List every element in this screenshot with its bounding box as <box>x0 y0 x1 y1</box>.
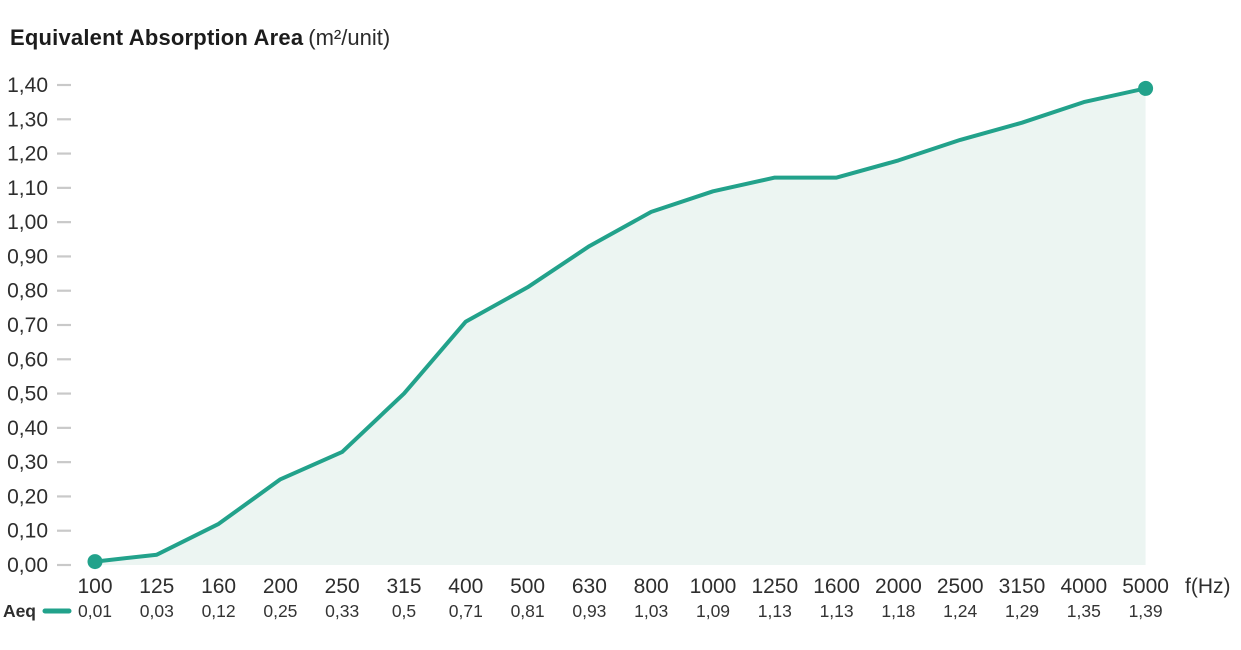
x-tick-label: 4000 <box>1060 575 1107 598</box>
x-axis-unit-label: f(Hz) <box>1185 575 1231 598</box>
x-tick-label: 400 <box>448 575 483 598</box>
aeq-value-label: 0,03 <box>140 601 174 621</box>
aeq-value-row: 0,01 0,03 0,12 0,25 0,33 0,5 0,71 0,81 0,93 1,03 1… <box>78 601 1163 621</box>
y-tick-label: 0,40 <box>7 417 48 440</box>
y-tick-label: 1,40 <box>7 74 48 97</box>
chart-title-text: Equivalent Absorption Area <box>10 25 304 50</box>
aeq-value-label: 0,93 <box>572 601 606 621</box>
x-axis: 100 125 160 200 250 315 400 500 630 800 1000 1250 16… <box>77 575 1230 598</box>
y-tick-label: 1,20 <box>7 143 48 166</box>
x-tick-label: 500 <box>510 575 545 598</box>
x-tick-label: 800 <box>634 575 669 598</box>
aeq-value-label: 0,01 <box>78 601 112 621</box>
chart-title-unit: (m²/unit) <box>308 25 391 50</box>
y-tick-label: 0,50 <box>7 383 48 406</box>
y-tick-label: 1,10 <box>7 177 48 200</box>
x-tick-label: 630 <box>572 575 607 598</box>
aeq-value-label: 1,03 <box>634 601 668 621</box>
y-tick-label: 0,70 <box>7 314 48 337</box>
aeq-value-label: 0,12 <box>202 601 236 621</box>
x-tick-label: 250 <box>325 575 360 598</box>
aeq-value-label: 1,18 <box>881 601 915 621</box>
y-tick-label: 0,80 <box>7 280 48 303</box>
aeq-value-label: 0,33 <box>325 601 359 621</box>
y-tick-label: 0,00 <box>7 554 48 577</box>
area-fill <box>95 88 1146 566</box>
aeq-value-label: 1,29 <box>1005 601 1039 621</box>
y-tick-label: 0,20 <box>7 485 48 508</box>
y-axis: 0,00 0,10 0,20 0,30 0,40 0,50 0,60 0,70 0,80 0,90… <box>7 74 71 577</box>
aeq-value-label: 1,24 <box>943 601 977 621</box>
x-tick-label: 2000 <box>875 575 922 598</box>
data-point-start <box>87 554 103 570</box>
x-tick-label: 200 <box>263 575 298 598</box>
x-tick-label: 2500 <box>937 575 984 598</box>
aeq-value-label: 1,35 <box>1067 601 1101 621</box>
y-tick-label: 0,60 <box>7 348 48 371</box>
x-tick-label: 3150 <box>999 575 1046 598</box>
aeq-value-label: 0,81 <box>511 601 545 621</box>
x-tick-label: 100 <box>77 575 112 598</box>
aeq-value-label: 0,71 <box>449 601 483 621</box>
legend: Aeq <box>3 601 72 621</box>
y-tick-label: 0,90 <box>7 245 48 268</box>
x-tick-label: 1250 <box>751 575 798 598</box>
x-tick-label: 315 <box>386 575 421 598</box>
x-tick-label: 160 <box>201 575 236 598</box>
y-tick-label: 1,30 <box>7 108 48 131</box>
chart-title: Equivalent Absorption Area (m²/unit) <box>10 25 391 50</box>
x-tick-label: 5000 <box>1122 575 1169 598</box>
x-tick-label: 1600 <box>813 575 860 598</box>
aeq-value-label: 1,39 <box>1129 601 1163 621</box>
aeq-value-label: 1,13 <box>758 601 792 621</box>
y-tick-label: 0,10 <box>7 520 48 543</box>
x-tick-label: 1000 <box>690 575 737 598</box>
x-tick-label: 125 <box>139 575 174 598</box>
aeq-value-label: 0,5 <box>392 601 416 621</box>
data-point-end <box>1138 80 1154 96</box>
aeq-line <box>93 86 1148 564</box>
aeq-value-label: 1,09 <box>696 601 730 621</box>
aeq-value-label: 0,25 <box>263 601 297 621</box>
y-tick-label: 1,00 <box>7 211 48 234</box>
legend-label: Aeq <box>3 601 36 621</box>
aeq-value-label: 1,13 <box>820 601 854 621</box>
y-tick-label: 0,30 <box>7 451 48 474</box>
